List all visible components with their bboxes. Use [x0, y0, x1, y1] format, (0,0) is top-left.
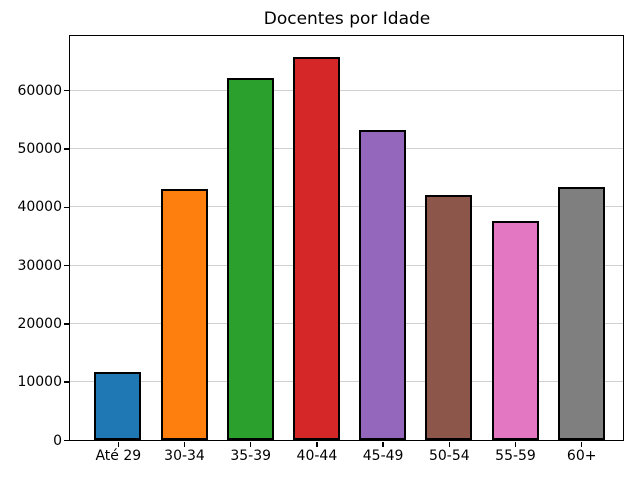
x-tick-mark: [249, 442, 252, 447]
x-tick-label: 50-54: [428, 447, 470, 464]
bar: [425, 195, 473, 440]
grid-line: [70, 206, 623, 208]
bar: [160, 189, 208, 440]
x-tick-label: 45-49: [362, 447, 404, 464]
x-tick-label: 40-44: [296, 447, 338, 464]
y-tick-label: 20000: [17, 315, 62, 332]
bar: [557, 187, 605, 440]
bar: [491, 221, 539, 440]
y-tick-label: 60000: [17, 82, 62, 99]
x-tick-label: 35-39: [230, 447, 272, 464]
y-tick-label: 0: [53, 432, 62, 449]
bar: [94, 372, 142, 440]
x-tick-mark: [448, 442, 451, 447]
x-tick-label: 30-34: [164, 447, 205, 464]
y-tick-mark: [64, 323, 69, 325]
x-tick-mark: [382, 442, 384, 447]
y-tick-mark: [64, 439, 69, 442]
y-tick-mark: [64, 89, 69, 92]
bar: [292, 57, 340, 440]
y-tick-mark: [64, 381, 69, 383]
x-tick-mark: [117, 442, 120, 447]
grid-line: [70, 148, 623, 149]
y-tick-mark: [64, 264, 69, 267]
bar: [226, 78, 274, 440]
grid-line: [70, 89, 623, 91]
x-tick-mark: [580, 442, 583, 447]
y-tick-mark: [64, 206, 69, 209]
x-tick-mark: [316, 442, 318, 447]
grid-line: [70, 322, 623, 324]
x-tick-label: Até 29: [95, 447, 142, 464]
y-tick-label: 10000: [17, 374, 62, 391]
y-tick-mark: [64, 148, 69, 150]
y-tick-label: 50000: [17, 141, 62, 157]
x-tick-label: 55-59: [495, 447, 536, 464]
x-tick-mark: [183, 442, 186, 447]
chart-title: Docentes por Idade: [263, 9, 431, 29]
grid-line: [70, 264, 623, 266]
grid-line: [70, 381, 623, 383]
y-tick-label: 30000: [17, 257, 62, 274]
plot-area: [69, 35, 624, 441]
x-tick-mark: [514, 442, 517, 447]
bar: [359, 130, 407, 440]
y-tick-label: 40000: [17, 199, 62, 216]
x-tick-label: 60+: [566, 447, 597, 464]
